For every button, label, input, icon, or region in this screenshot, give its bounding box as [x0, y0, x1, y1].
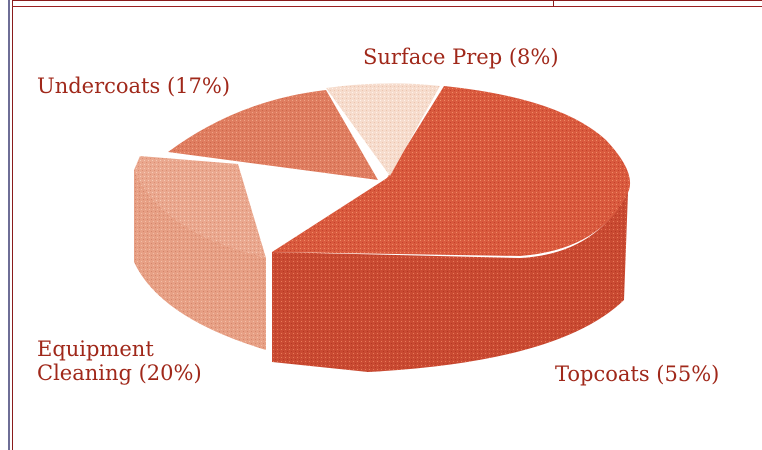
slice-topcoats-side [272, 192, 628, 372]
slice-surface-prep [326, 83, 440, 176]
label-topcoats: Topcoats (55%) [555, 362, 720, 386]
label-equipment-line1: Equipment [37, 337, 154, 361]
label-equipment-line2: Cleaning (20%) [37, 361, 202, 385]
frame-top-border [12, 0, 762, 1]
frame-left-border [8, 0, 10, 450]
label-undercoats: Undercoats (17%) [37, 74, 231, 98]
label-surface-prep: Surface Prep (8%) [363, 45, 559, 69]
slice-undercoats [168, 90, 378, 180]
slice-topcoats [272, 86, 631, 256]
frame-notch [553, 0, 554, 7]
frame-top-border-inner [12, 6, 762, 7]
frame-left-border-inner [12, 0, 13, 450]
slice-equipment-cleaning [134, 156, 266, 258]
label-equipment-cleaning: Equipment Cleaning (20%) [37, 337, 237, 385]
slice-equipment-side [134, 170, 266, 350]
